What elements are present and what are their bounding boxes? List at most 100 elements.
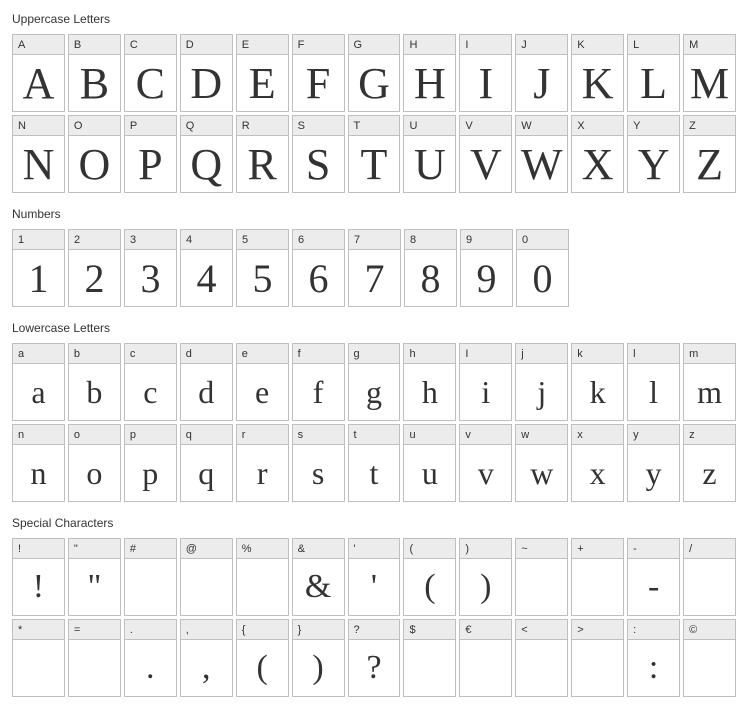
glyph-key: G (349, 35, 400, 55)
glyph-display: 5 (237, 250, 288, 306)
glyph-cell: JJ (515, 34, 568, 112)
glyph-key: H (404, 35, 455, 55)
glyph-key: h (404, 344, 455, 364)
glyph-cell: ll (627, 343, 680, 421)
glyph-cell: && (292, 538, 345, 616)
glyph-key: d (181, 344, 232, 364)
glyph-display: r (237, 445, 288, 501)
glyph-key: N (13, 116, 64, 136)
glyph-display (404, 640, 455, 696)
glyph-key: / (684, 539, 735, 559)
glyph-display: h (404, 364, 455, 420)
glyph-cell: # (124, 538, 177, 616)
special-section: Special Characters !!""#@%&&''(())~+--/*… (12, 516, 736, 697)
glyph-cell: .. (124, 619, 177, 697)
glyph-key: O (69, 116, 120, 136)
glyph-key: s (293, 425, 344, 445)
glyph-display (125, 559, 176, 615)
glyph-cell: QQ (180, 115, 233, 193)
glyph-cell: YY (627, 115, 680, 193)
glyph-display: K (572, 55, 623, 111)
glyph-display (13, 640, 64, 696)
glyph-key: u (404, 425, 455, 445)
glyph-display: k (572, 364, 623, 420)
glyph-cell: GG (348, 34, 401, 112)
glyph-display (237, 559, 288, 615)
glyph-display: Z (684, 136, 735, 192)
glyph-display: 9 (461, 250, 512, 306)
glyph-key: J (516, 35, 567, 55)
glyph-key: U (404, 116, 455, 136)
glyph-display: g (349, 364, 400, 420)
glyph-key: 9 (461, 230, 512, 250)
glyph-key: ( (404, 539, 455, 559)
glyph-display: ( (237, 640, 288, 696)
glyph-display: " (69, 559, 120, 615)
glyph-key: A (13, 35, 64, 55)
glyph-cell: ee (236, 343, 289, 421)
glyph-cell: !! (12, 538, 65, 616)
glyph-cell: gg (348, 343, 401, 421)
glyph-key: r (237, 425, 288, 445)
glyph-key: e (237, 344, 288, 364)
glyph-key: 8 (405, 230, 456, 250)
glyph-key: I (460, 35, 511, 55)
glyph-cell: ?? (348, 619, 401, 697)
glyph-display: W (516, 136, 567, 192)
glyph-key: © (684, 620, 735, 640)
glyph-display: u (404, 445, 455, 501)
glyph-key: < (516, 620, 567, 640)
glyph-key: ' (349, 539, 400, 559)
glyph-key: o (69, 425, 120, 445)
glyph-key: z (684, 425, 735, 445)
glyph-display: z (684, 445, 735, 501)
glyph-cell: % (236, 538, 289, 616)
glyph-display: f (293, 364, 344, 420)
glyph-display: 7 (349, 250, 400, 306)
glyph-row: AABBCCDDEEFFGGHHIIJJKKLLMM (12, 34, 736, 112)
glyph-display: B (69, 55, 120, 111)
glyph-display (181, 559, 232, 615)
glyph-cell: © (683, 619, 736, 697)
glyph-key: V (460, 116, 511, 136)
glyph-display: 4 (181, 250, 232, 306)
glyph-display: D (181, 55, 232, 111)
glyph-key: + (572, 539, 623, 559)
glyph-key: € (460, 620, 511, 640)
glyph-display (516, 640, 567, 696)
glyph-display: H (404, 55, 455, 111)
glyph-cell: BB (68, 34, 121, 112)
glyph-key: " (69, 539, 120, 559)
glyph-display: ) (293, 640, 344, 696)
special-rows: !!""#@%&&''(())~+--/*=..,,{(})??$€<>::© (12, 538, 736, 697)
glyph-display: j (516, 364, 567, 420)
glyph-key: 4 (181, 230, 232, 250)
glyph-cell: uu (403, 424, 456, 502)
glyph-key: C (125, 35, 176, 55)
glyph-display: P (125, 136, 176, 192)
glyph-cell: qq (180, 424, 233, 502)
glyph-cell: WW (515, 115, 568, 193)
glyph-display: Q (181, 136, 232, 192)
glyph-display: a (13, 364, 64, 420)
glyph-key: W (516, 116, 567, 136)
glyph-cell: 77 (348, 229, 401, 307)
glyph-key: : (628, 620, 679, 640)
glyph-key: ) (460, 539, 511, 559)
glyph-cell: ww (515, 424, 568, 502)
glyph-key: I (460, 344, 511, 364)
glyph-display (572, 640, 623, 696)
glyph-display: ( (404, 559, 455, 615)
glyph-row: aabbccddeeffgghhIijjkkllmm (12, 343, 736, 421)
glyph-display: t (349, 445, 400, 501)
glyph-display: F (293, 55, 344, 111)
glyph-display: ! (13, 559, 64, 615)
glyph-cell: / (683, 538, 736, 616)
glyph-key: E (237, 35, 288, 55)
glyph-key: R (237, 116, 288, 136)
glyph-key: { (237, 620, 288, 640)
glyph-row: NNOOPPQQRRSSTTUUVVWWXXYYZZ (12, 115, 736, 193)
glyph-display: O (69, 136, 120, 192)
glyph-cell: oo (68, 424, 121, 502)
glyph-key: F (293, 35, 344, 55)
